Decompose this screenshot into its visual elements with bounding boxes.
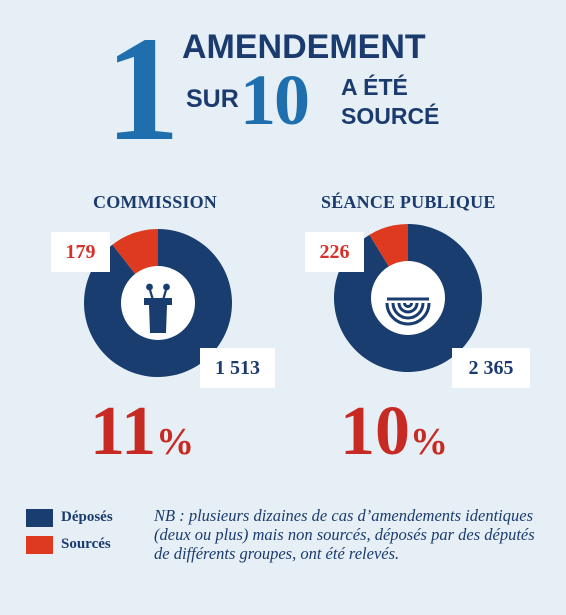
commission-deposes-value: 1 513	[200, 348, 275, 388]
seance-publique-title: SÉANCE PUBLIQUE	[321, 192, 496, 212]
headline-sur: SUR	[186, 85, 239, 113]
seance-percentage-sign: %	[410, 421, 448, 463]
headline-amendement: AMENDEMENT	[182, 28, 426, 66]
commission-sources-value: 179	[51, 232, 110, 272]
podium-icon	[144, 283, 172, 333]
headline-a-ete: A ÉTÉ	[341, 74, 408, 100]
legend-deposes-swatch	[26, 509, 53, 527]
headline-ten: 10	[240, 60, 310, 140]
seance-deposes-value: 2 365	[452, 348, 530, 388]
legend-sources-swatch	[26, 536, 53, 554]
commission-percentage-number: 11	[90, 393, 157, 470]
commission-percentage-sign: %	[156, 421, 195, 463]
hemicycle-icon	[385, 297, 431, 326]
note-text: NB : plusieurs dizaines de cas d’amendem…	[154, 506, 535, 563]
commission-title: COMMISSION	[93, 192, 218, 212]
seance-sources-value: 226	[305, 232, 364, 272]
legend-deposes-label: Déposés	[61, 509, 113, 525]
seance-percentage-number: 10	[340, 393, 410, 470]
seance-percentage: 10%	[340, 397, 448, 467]
headline-big-one: 1	[105, 6, 180, 172]
legend-sources-label: Sourcés	[61, 536, 111, 552]
headline-source: SOURCÉ	[341, 103, 440, 129]
commission-percentage: 11%	[90, 397, 194, 467]
